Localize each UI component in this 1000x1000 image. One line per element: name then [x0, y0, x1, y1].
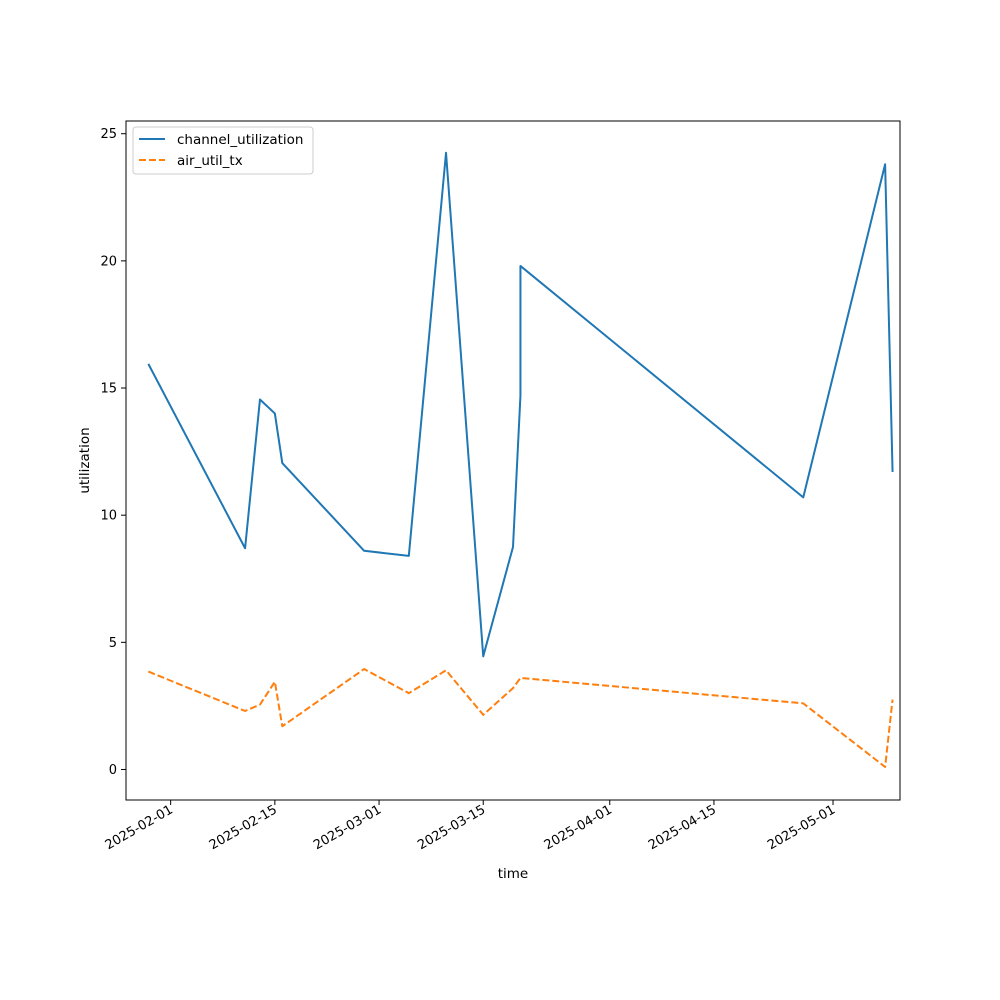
plot-frame — [125, 120, 901, 801]
series-line-1 — [147, 668, 894, 768]
x-tick-label: 2025-03-01 — [311, 802, 384, 853]
x-axis-title: time — [498, 866, 529, 882]
y-tick-label: 15 — [100, 382, 117, 397]
series-line-0 — [147, 151, 894, 658]
x-tick-label: 2025-05-01 — [765, 802, 838, 853]
y-tick-label: 0 — [109, 763, 117, 778]
x-tick-label: 2025-04-15 — [646, 802, 719, 853]
y-tick-label: 10 — [100, 509, 117, 524]
y-axis-title: utilization — [77, 427, 93, 493]
x-tick-label: 2025-03-15 — [415, 802, 488, 853]
x-tick-label: 2025-04-01 — [542, 802, 615, 853]
x-tick-label: 2025-02-15 — [207, 802, 280, 853]
x-tick-label: 2025-02-01 — [103, 802, 176, 853]
y-tick-label: 25 — [100, 127, 117, 142]
legend-label-1: air_util_tx — [177, 153, 243, 169]
legend-box — [132, 126, 314, 175]
legend-label-0: channel_utilization — [177, 132, 304, 148]
y-tick-label: 20 — [100, 254, 117, 269]
y-tick-label: 5 — [109, 636, 117, 651]
